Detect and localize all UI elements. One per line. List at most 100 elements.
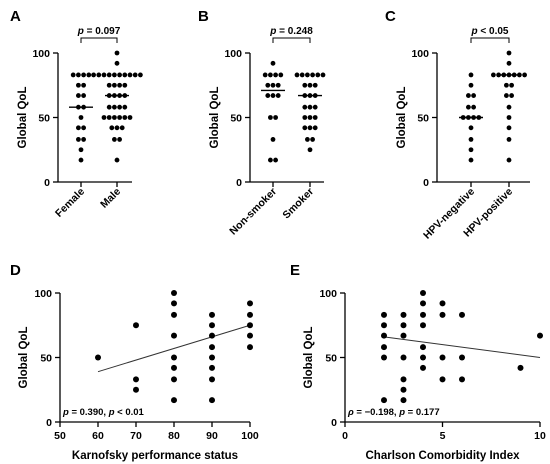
panel-b-data-point: [305, 72, 310, 78]
panel-d-trend-line: [97, 324, 251, 373]
panel-e-data-point: [381, 397, 387, 404]
panel-a-data-point: [112, 104, 117, 110]
panel-a-data-point: [138, 72, 143, 78]
panel-d-x-tick-label: 50: [54, 430, 66, 442]
panel-b-data-point: [310, 137, 315, 142]
panel-e-data-point: [420, 322, 426, 329]
panel-a-data-point: [132, 72, 138, 78]
panel-a-data-point: [101, 72, 107, 78]
panel-a-data-point: [76, 125, 81, 131]
panel-a-y-tick-label: 100: [32, 48, 50, 60]
panel-b-category-label: Smoker: [280, 186, 316, 222]
panel-e-data-point: [439, 300, 446, 307]
panel-e-data-point: [439, 311, 446, 318]
panel-e-data-point: [381, 311, 387, 318]
panel-d-data-point: [171, 290, 177, 296]
panel-c-data-point: [504, 82, 509, 88]
panel-b-y-tick-label: 0: [236, 177, 242, 189]
panel-d-data-point: [247, 322, 253, 329]
panel-a-data-point: [86, 72, 92, 78]
panel-a-data-point: [122, 104, 128, 110]
panel-b-y-tick-label: 100: [224, 48, 242, 60]
panel-c-data-point: [471, 93, 476, 98]
panel-b-data-point: [310, 72, 315, 78]
panel-d-data-point: [209, 322, 215, 329]
panel-a: 0 50 100 Global QoL Female Male p = 0.097: [17, 26, 143, 220]
panel-e-data-point: [400, 354, 407, 361]
panel-e-data-point: [459, 376, 465, 383]
panel-d-data-point: [171, 300, 177, 307]
panel-a-data-point: [117, 72, 122, 78]
panel-b-data-point: [275, 93, 281, 98]
panel-c-data-point: [506, 157, 512, 163]
panel-c-data-point: [491, 72, 496, 78]
panel-letter-c: C: [385, 8, 396, 25]
panel-d-data-point: [209, 354, 215, 361]
panel-b-data-point: [307, 104, 313, 110]
panel-c-data-point: [506, 137, 512, 142]
panel-a-data-point: [81, 82, 86, 88]
panel-letter-d: D: [10, 262, 21, 279]
panel-e-data-point: [381, 344, 387, 351]
panel-e-data-point: [400, 397, 407, 404]
panel-b-significance-bracket: [272, 37, 311, 43]
panel-b-data-point: [312, 115, 318, 120]
panel-a-data-point: [117, 82, 122, 88]
panel-e-trend-line: [383, 336, 541, 358]
panel-b-data-point: [302, 82, 308, 88]
panel-letter-e: E: [290, 262, 300, 279]
panel-a-data-point: [78, 115, 84, 120]
panel-a-data-point: [117, 137, 122, 142]
panel-c-data-point: [471, 104, 476, 110]
panel-e-data-point: [381, 354, 387, 361]
panel-c-data-point: [468, 125, 474, 131]
panel-a-data-point: [114, 50, 120, 56]
panel-a-data-point: [76, 82, 81, 88]
panel-c-data-point: [466, 93, 471, 98]
panel-letter-b: B: [198, 8, 209, 25]
panel-c-data-point: [468, 137, 474, 142]
panel-b-data-point: [312, 104, 318, 110]
panel-d-x-tick-label: 90: [206, 430, 218, 442]
panel-b-data-point: [270, 137, 276, 142]
panel-e-y-axis-title: Global QoL: [303, 327, 315, 389]
panel-c-y-tick-label: 100: [411, 48, 429, 60]
panel-c-y-tick-label: 50: [417, 113, 429, 125]
panel-d-y-tick-label: 50: [40, 353, 52, 365]
panel-b-data-point: [273, 157, 278, 163]
panel-c-y-axis-title: Global QoL: [396, 87, 408, 149]
panel-b-data-point: [320, 72, 326, 78]
panel-a-data-point: [106, 82, 112, 88]
panel-letter-a: A: [10, 8, 21, 25]
panel-b-data-point: [275, 82, 281, 88]
panel-c-data-point: [506, 104, 512, 110]
panel-e-statistics-annotation: ρ = −0.198, p = 0.177: [347, 407, 440, 418]
panel-d-x-tick-label: 80: [168, 430, 180, 442]
panel-e-data-point: [420, 344, 426, 351]
panel-d-data-point: [171, 354, 177, 361]
panel-c-data-point: [468, 147, 474, 153]
panel-d-data-point: [209, 344, 215, 351]
panel-d-data-point: [247, 344, 253, 351]
panel-e-x-tick-label: 0: [342, 430, 348, 442]
panel-a-data-point: [76, 72, 81, 78]
panel-a-category-label: Female: [53, 186, 87, 220]
panel-b-p-value: p = 0.248: [269, 26, 313, 37]
panel-b-data-point: [307, 82, 313, 88]
panel-b-data-point: [294, 72, 300, 78]
panel-a-data-point: [122, 115, 128, 120]
panel-d-data-point: [171, 397, 177, 404]
panel-e-data-point: [400, 332, 407, 339]
panel-a-data-point: [81, 93, 86, 98]
panel-a-data-point: [114, 125, 120, 131]
panel-c-y-tick-label: 0: [423, 177, 429, 189]
panel-d-x-tick-label: 100: [241, 430, 259, 442]
panel-e-data-point: [439, 376, 446, 383]
panel-b-data-point: [262, 72, 268, 78]
panel-e-data-point: [420, 311, 426, 318]
panel-e-data-point: [400, 322, 407, 329]
panel-d-data-point: [171, 364, 177, 371]
panel-c-data-point: [504, 93, 509, 98]
